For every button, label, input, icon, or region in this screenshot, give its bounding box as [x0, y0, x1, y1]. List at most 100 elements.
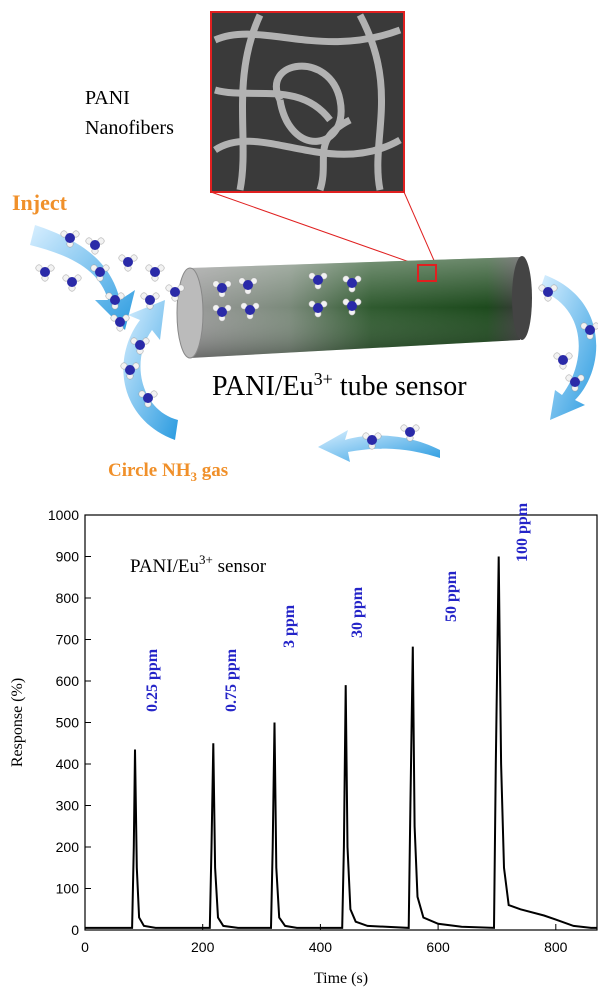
nitrogen	[40, 267, 50, 277]
molecule	[565, 374, 585, 392]
y-tick-label: 900	[56, 549, 80, 565]
nitrogen	[135, 340, 145, 350]
nitrogen	[558, 355, 568, 365]
molecule	[308, 300, 328, 318]
peak-label: 0.25 ppm	[144, 648, 161, 712]
zoom-line	[403, 191, 437, 266]
molecule	[580, 322, 598, 340]
x-tick-label: 400	[309, 939, 333, 955]
nitrogen	[585, 325, 595, 335]
nitrogen	[90, 240, 100, 250]
nitrogen	[150, 267, 160, 277]
molecule	[400, 424, 420, 442]
nitrogen	[367, 435, 377, 445]
molecule	[118, 254, 138, 272]
molecule	[120, 362, 140, 380]
nitrogen	[543, 287, 553, 297]
molecule	[362, 432, 382, 450]
y-tick-label: 300	[56, 798, 80, 814]
inject-label: Inject	[12, 190, 68, 215]
peak-label: 0.75 ppm	[223, 648, 240, 712]
nitrogen	[95, 267, 105, 277]
chart: 0 100 200 300 400 500 600 700 800 900 1000 0 200 400 6…	[9, 502, 598, 987]
molecule	[140, 292, 160, 310]
x-tick-label: 600	[426, 939, 450, 955]
nitrogen	[65, 233, 75, 243]
nitrogen	[570, 377, 580, 387]
peak-label: 50 ppm	[443, 570, 460, 622]
zoom-line	[210, 191, 419, 266]
nitrogen	[143, 393, 153, 403]
annotation-sup: 3+	[199, 552, 213, 567]
nitrogen	[115, 317, 125, 327]
molecule	[105, 292, 125, 310]
peak-label: 100 ppm	[514, 502, 531, 562]
nitrogen	[170, 287, 180, 297]
series-line	[85, 556, 597, 929]
annotation-rest: sensor	[213, 556, 267, 577]
nitrogen	[245, 305, 255, 315]
molecule	[90, 264, 110, 282]
molecule	[62, 274, 82, 292]
nitrogen	[145, 295, 155, 305]
peak-label: 30 ppm	[349, 586, 366, 638]
molecule	[85, 237, 105, 255]
flow-arrows	[30, 225, 597, 462]
tube-label-rest: tube sensor	[333, 371, 467, 402]
peak-label: 3 ppm	[281, 604, 298, 648]
circle-label-sub: 3	[191, 469, 198, 484]
y-tick-label: 1000	[48, 507, 79, 523]
molecules	[35, 230, 598, 450]
x-tick-label: 800	[544, 939, 568, 955]
nitrogen	[313, 275, 323, 285]
circle-label: Circle NH3 gas	[108, 460, 228, 484]
y-tick-label: 800	[56, 590, 80, 606]
circle-label-text: Circle NH	[108, 460, 191, 481]
tube-label-sup: 3+	[314, 369, 333, 389]
molecule	[538, 284, 558, 302]
sem-image	[210, 11, 405, 193]
molecule	[240, 302, 260, 320]
x-axis-title: Time (s)	[314, 970, 368, 987]
nitrogen	[125, 365, 135, 375]
molecule	[212, 280, 232, 298]
nitrogen	[347, 301, 357, 311]
nitrogen	[347, 278, 357, 288]
sem-label: Nanofibers	[85, 117, 174, 139]
y-axis-title: Response (%)	[9, 678, 26, 767]
annotation-text: PANI/Eu	[130, 556, 199, 577]
nitrogen	[217, 283, 227, 293]
molecule	[308, 272, 328, 290]
y-tick-label: 600	[56, 673, 80, 689]
molecule	[145, 264, 165, 282]
molecule	[35, 264, 55, 282]
tube-label: PANI/Eu3+ tube sensor	[212, 369, 467, 402]
circle-label-rest: gas	[197, 460, 228, 481]
nitrogen	[243, 280, 253, 290]
x-tick-label: 200	[191, 939, 215, 955]
molecule	[553, 352, 573, 370]
annotation: PANI/Eu3+ sensor	[130, 552, 267, 577]
y-tick-label: 400	[56, 756, 80, 772]
x-tick-label: 0	[81, 939, 89, 955]
y-tick-label: 0	[71, 922, 79, 938]
molecule	[130, 337, 150, 355]
nitrogen	[67, 277, 77, 287]
molecule	[165, 284, 185, 302]
nitrogen	[405, 427, 415, 437]
nitrogen	[217, 307, 227, 317]
molecule	[110, 314, 130, 332]
nitrogen	[313, 303, 323, 313]
y-tick-label: 100	[56, 881, 80, 897]
nitrogen	[123, 257, 133, 267]
molecule	[60, 230, 80, 248]
nitrogen	[110, 295, 120, 305]
molecule	[138, 390, 158, 408]
tube-label-text: PANI/Eu	[212, 371, 314, 402]
molecule	[342, 275, 362, 293]
molecule	[238, 277, 258, 295]
molecule	[342, 298, 362, 316]
y-tick-label: 500	[56, 715, 80, 731]
